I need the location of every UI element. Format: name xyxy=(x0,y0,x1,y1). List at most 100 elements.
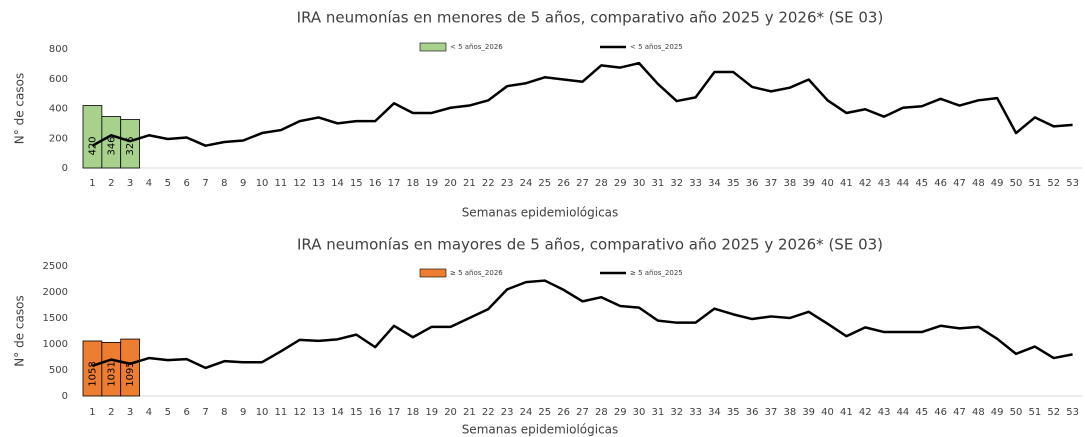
bar xyxy=(120,338,140,397)
x-tick-label: 25 xyxy=(538,178,551,189)
x-tick-label: 36 xyxy=(746,178,759,189)
chart: IRA neumonías en mayores de 5 años, comp… xyxy=(13,236,1082,437)
x-tick-label: 20 xyxy=(444,407,457,418)
x-tick-label: 14 xyxy=(331,407,344,418)
x-tick-label: 43 xyxy=(878,178,891,189)
x-tick-label: 26 xyxy=(557,407,570,418)
x-tick-label: 37 xyxy=(765,178,778,189)
y-tick-label: 2000 xyxy=(43,287,68,298)
x-tick-label: 12 xyxy=(293,178,306,189)
chart: IRA neumonías en menores de 5 años, comp… xyxy=(13,9,1082,220)
legend-label: ≥ 5 años_2026 xyxy=(450,269,503,277)
x-tick-label: 31 xyxy=(652,407,665,418)
x-tick-label: 47 xyxy=(953,407,966,418)
x-tick-label: 23 xyxy=(501,407,514,418)
y-axis-title: N° de casos xyxy=(13,295,27,366)
x-tick-label: 14 xyxy=(331,178,344,189)
x-tick-label: 22 xyxy=(482,178,495,189)
legend-swatch xyxy=(419,42,447,52)
x-tick-label: 48 xyxy=(972,178,985,189)
x-axis-title: Semanas epidemiológicas xyxy=(462,206,619,220)
x-tick-label: 38 xyxy=(783,407,796,418)
x-tick-label: 11 xyxy=(275,407,288,418)
data-label: 346 xyxy=(106,136,117,155)
x-tick-label: 5 xyxy=(165,178,171,189)
x-tick-label: 36 xyxy=(746,407,759,418)
y-axis-title: N° de casos xyxy=(13,73,27,144)
x-tick-label: 45 xyxy=(915,407,928,418)
x-tick-label: 1 xyxy=(89,407,95,418)
data-label: 1031 xyxy=(106,361,117,386)
data-label: 1058 xyxy=(87,361,98,386)
x-tick-label: 52 xyxy=(1047,407,1060,418)
x-tick-label: 28 xyxy=(595,178,608,189)
x-tick-label: 32 xyxy=(670,407,683,418)
x-tick-label: 10 xyxy=(256,407,269,418)
x-tick-label: 30 xyxy=(633,407,646,418)
x-tick-label: 29 xyxy=(614,178,627,189)
x-tick-label: 42 xyxy=(859,178,872,189)
data-label: 1095 xyxy=(125,361,136,386)
x-tick-label: 6 xyxy=(183,407,189,418)
x-tick-label: 46 xyxy=(934,407,947,418)
x-tick-label: 2 xyxy=(108,407,114,418)
x-tick-label: 25 xyxy=(538,407,551,418)
x-tick-label: 9 xyxy=(240,407,246,418)
x-tick-label: 7 xyxy=(202,407,208,418)
x-tick-label: 53 xyxy=(1066,178,1079,189)
x-tick-label: 48 xyxy=(972,407,985,418)
x-tick-label: 5 xyxy=(165,407,171,418)
x-tick-label: 20 xyxy=(444,178,457,189)
line xyxy=(92,279,1073,370)
x-tick-label: 11 xyxy=(275,178,288,189)
x-tick-label: 9 xyxy=(240,178,246,189)
x-tick-label: 53 xyxy=(1066,407,1079,418)
x-tick-label: 16 xyxy=(369,407,382,418)
line xyxy=(91,61,1073,147)
x-tick-label: 35 xyxy=(727,407,740,418)
y-tick-label: 800 xyxy=(49,44,68,55)
x-tick-label: 7 xyxy=(202,178,208,189)
y-tick-label: 600 xyxy=(49,74,68,85)
x-tick-label: 43 xyxy=(878,407,891,418)
x-tick-label: 13 xyxy=(312,407,325,418)
chart-title: IRA neumonías en menores de 5 años, comp… xyxy=(297,9,884,27)
x-tick-label: 30 xyxy=(633,178,646,189)
x-tick-label: 6 xyxy=(183,178,189,189)
x-tick-label: 46 xyxy=(934,178,947,189)
x-tick-label: 44 xyxy=(897,407,910,418)
x-tick-label: 1 xyxy=(89,178,95,189)
x-tick-label: 29 xyxy=(614,407,627,418)
x-tick-label: 13 xyxy=(312,178,325,189)
x-tick-label: 10 xyxy=(256,178,269,189)
x-tick-label: 18 xyxy=(406,407,419,418)
x-tick-label: 12 xyxy=(293,407,306,418)
x-tick-label: 17 xyxy=(388,407,401,418)
legend-label: ≥ 5 años_2025 xyxy=(630,269,683,277)
x-tick-label: 4 xyxy=(146,178,152,189)
x-tick-label: 4 xyxy=(146,407,152,418)
x-tick-label: 15 xyxy=(350,407,363,418)
y-tick-label: 200 xyxy=(49,133,68,144)
x-tick-label: 40 xyxy=(821,407,834,418)
x-tick-label: 18 xyxy=(406,178,419,189)
x-tick-label: 50 xyxy=(1010,178,1023,189)
x-tick-label: 44 xyxy=(897,178,910,189)
x-tick-label: 47 xyxy=(953,178,966,189)
y-tick-label: 1000 xyxy=(43,339,68,350)
x-tick-label: 40 xyxy=(821,178,834,189)
y-tick-label: 0 xyxy=(62,163,68,174)
x-tick-label: 19 xyxy=(425,178,438,189)
x-tick-label: 42 xyxy=(859,407,872,418)
x-tick-label: 39 xyxy=(802,407,815,418)
x-tick-label: 31 xyxy=(652,178,665,189)
x-tick-label: 21 xyxy=(463,178,476,189)
x-tick-label: 26 xyxy=(557,178,570,189)
x-tick-label: 49 xyxy=(991,407,1004,418)
x-tick-label: 15 xyxy=(350,178,363,189)
x-tick-label: 41 xyxy=(840,407,853,418)
x-tick-label: 22 xyxy=(482,407,495,418)
x-tick-label: 21 xyxy=(463,407,476,418)
x-tick-label: 24 xyxy=(520,407,533,418)
x-tick-label: 2 xyxy=(108,178,114,189)
